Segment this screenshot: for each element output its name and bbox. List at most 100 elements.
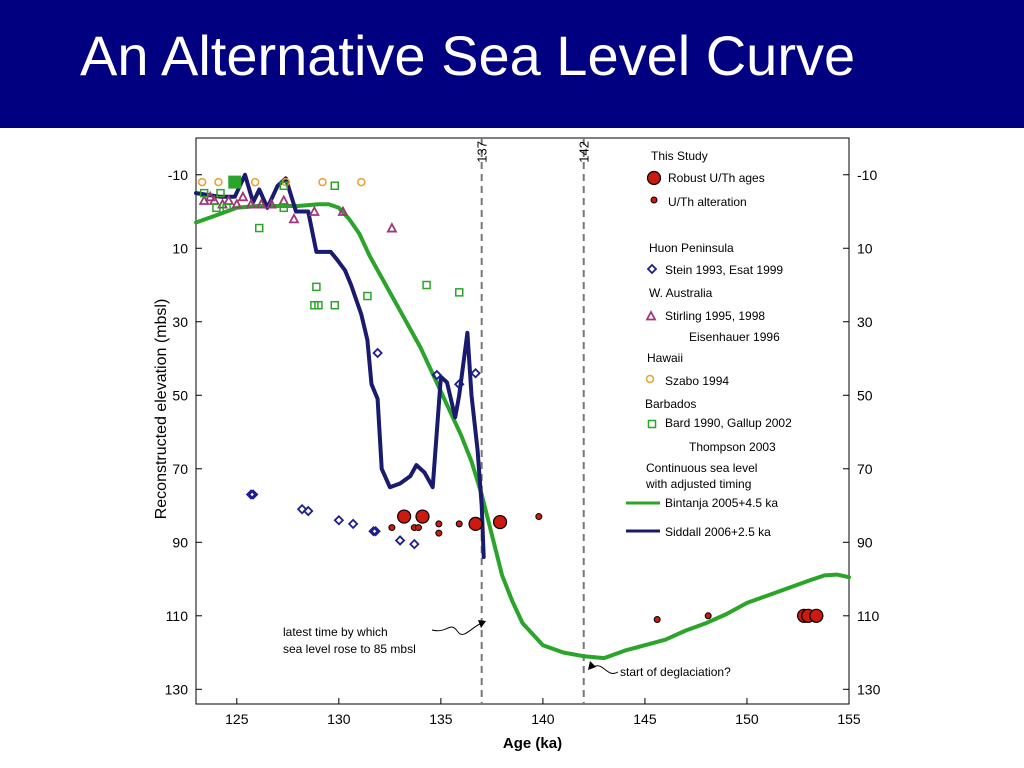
data-point-stein-1993-esat-1999: [394, 535, 406, 546]
data-point-stirling-1995-1998: [231, 198, 243, 209]
y-tick-label: 30: [172, 314, 188, 330]
marker-label-142: 142: [577, 141, 592, 163]
data-point-stein-1993-esat-1999: [431, 369, 443, 381]
y-tick-label: 90: [172, 534, 188, 550]
legend-header: Barbados: [645, 397, 696, 411]
legend-entry: Eisenhauer 1996: [689, 330, 780, 344]
data-point-robust-u-th-ages: [492, 514, 508, 530]
data-point-szabo-1994: [250, 177, 260, 187]
data-point-bard-1990-gallup-2002: [330, 181, 340, 191]
data-point-stirling-1995-1998: [237, 190, 249, 202]
data-point-bard-1990-gallup-2002: [454, 288, 464, 297]
legend: This Study Robust U/Th ages U/Th alteratio…: [626, 149, 792, 539]
legend-entry: Szabo 1994: [665, 374, 729, 388]
legend-swatch-waust: [645, 310, 657, 321]
legend-entry: Stein 1993, Esat 1999: [665, 263, 783, 277]
data-point-robust-u-th-ages: [397, 509, 412, 524]
data-point-stein-1993-esat-1999: [409, 538, 420, 550]
data-point-szabo-1994: [357, 177, 366, 187]
data-point-bard-1990-gallup-2002: [222, 203, 231, 213]
data-point-robust-u-th-ages: [415, 509, 430, 524]
data-point-u-th-alteration: [704, 612, 712, 620]
legend-entry: Stirling 1995, 1998: [665, 309, 765, 323]
annotation-latest-time-line2: sea level rose to 85 mbsl: [283, 642, 416, 656]
data-point-bard-1990-gallup-2002: [255, 223, 264, 233]
legend-entry: Siddall 2006+2.5 ka: [665, 525, 771, 539]
data-point-bard-1990-gallup-2002: [330, 300, 340, 310]
y-tick-label-right: 10: [857, 240, 873, 256]
data-point-stirling-1995-1998: [278, 194, 290, 205]
legend-entry: U/Th alteration: [668, 195, 747, 209]
legend-entry: Bard 1990, Gallup 2002: [665, 416, 792, 430]
data-point-stein-1993-esat-1999: [296, 503, 308, 515]
data-point-stirling-1995-1998: [288, 212, 300, 224]
data-point-robust-u-th-ages: [809, 608, 824, 623]
x-tick-label: 145: [633, 711, 657, 727]
annotation-latest-time-line1: latest time by which: [283, 625, 388, 639]
data-point-stirling-1995-1998: [308, 205, 320, 216]
data-point-stein-1993-esat-1999: [372, 347, 383, 359]
legend-swatch-alteration: [650, 196, 658, 204]
x-tick-label: 150: [735, 711, 759, 727]
data-point-stein-1993-esat-1999: [245, 489, 257, 500]
legend-entry: Bintanja 2005+4.5 ka: [665, 496, 778, 510]
data-point-bard-1990-gallup-2002: [312, 282, 321, 292]
data-point-stirling-1995-1998: [255, 198, 267, 209]
data-point-stirling-1995-1998: [266, 198, 278, 209]
x-tick-label: 155: [837, 711, 861, 727]
data-point-robust-u-th-ages: [468, 516, 483, 532]
annotation-arrowhead-137: [478, 620, 486, 628]
data-point-bard-1990-gallup-2002: [228, 175, 242, 189]
y-tick-label-right: 110: [857, 608, 880, 624]
data-point-u-th-alteration: [435, 529, 443, 537]
x-tick-label: 140: [531, 711, 555, 727]
y-tick-label-right: 30: [857, 314, 873, 330]
y-tick-label-right: 130: [857, 681, 881, 697]
data-point-u-th-alteration: [535, 513, 543, 521]
data-point-bard-1990-gallup-2002: [199, 188, 209, 198]
legend-swatch-hawaii: [645, 374, 655, 384]
data-point-bard-1990-gallup-2002: [310, 300, 319, 310]
y-tick-label: 50: [172, 387, 188, 403]
data-point-bard-1990-gallup-2002: [216, 188, 225, 198]
legend-header: Hawaii: [647, 351, 683, 365]
data-point-stein-1993-esat-1999: [370, 525, 381, 537]
x-tick-label: 135: [429, 711, 453, 727]
data-point-u-th-alteration: [414, 524, 422, 532]
data-point-szabo-1994: [197, 177, 207, 187]
legend-swatch-robust: [646, 170, 662, 186]
data-point-stirling-1995-1998: [245, 198, 257, 209]
y-tick-label: 10: [172, 240, 188, 256]
data-point-stein-1993-esat-1999: [368, 525, 379, 537]
data-point-szabo-1994: [318, 177, 327, 187]
series-line-bintanja-2005-4-5-ka: [194, 202, 851, 661]
y-tick-label: 110: [166, 608, 189, 624]
y-tick-label-right: 70: [857, 461, 873, 477]
x-axis-label: Age (ka): [503, 735, 562, 752]
legend-header: W. Australia: [649, 286, 713, 300]
y-tick-label: 70: [172, 461, 188, 477]
annotation-arrow-142: [590, 663, 619, 674]
legend-entry: Thompson 2003: [689, 440, 776, 454]
data-point-stein-1993-esat-1999: [333, 514, 345, 526]
annotation-arrow-137: [431, 621, 485, 635]
x-tick-label: 130: [327, 711, 351, 727]
data-point-stein-1993-esat-1999: [347, 518, 359, 530]
y-tick-label: 130: [165, 681, 189, 697]
series-line-siddall-2006-2-5-ka: [194, 172, 486, 559]
data-point-stein-1993-esat-1999: [470, 367, 481, 379]
data-point-bard-1990-gallup-2002: [422, 280, 431, 290]
legend-header: This Study: [651, 149, 708, 163]
y-tick-label: -10: [168, 167, 188, 183]
legend-swatch-huon: [646, 263, 658, 275]
y-axis-label: Reconstructed elevation (mbsl): [153, 299, 170, 520]
legend-header: Continuous sea level: [646, 461, 757, 475]
y-tick-label-right: -10: [857, 167, 877, 183]
data-point-u-th-alteration: [435, 520, 443, 528]
title-bar: [0, 0, 1024, 128]
data-point-u-th-alteration: [388, 524, 396, 532]
data-point-u-th-alteration: [653, 615, 661, 623]
data-point-stein-1993-esat-1999: [302, 505, 314, 517]
data-point-szabo-1994: [214, 177, 223, 187]
